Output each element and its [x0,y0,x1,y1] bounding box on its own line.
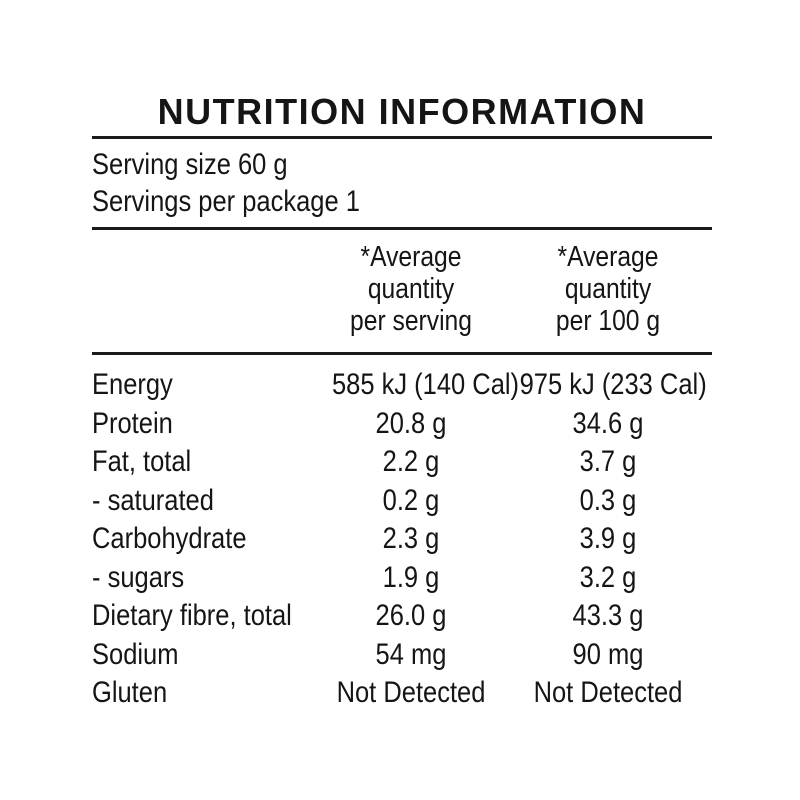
nutrition-panel: NUTRITION INFORMATION Serving size 60 g … [92,0,712,713]
value-per-100g: Not Detected [533,676,683,709]
divider-under-title [92,136,712,139]
value-per-serving: 20.8 g [375,406,447,440]
nutrient-table: Energy 585 kJ (140 Cal) 975 kJ (233 Cal)… [92,366,712,713]
value-per-100g: 43.3 g [572,599,644,632]
table-header-row: *Average quantity per serving *Average q… [92,241,712,337]
header-spacer [92,241,318,337]
value-per-100g: 3.7 g [579,445,637,478]
nutrient-name: Fat, total [92,445,192,478]
value-per-100g: 3.9 g [579,522,637,555]
nutrient-name: - sugars [92,560,185,594]
column-header-per-100g: *Average quantity per 100 g [520,241,697,337]
value-per-serving: 54 mg [375,637,447,671]
panel-title: NUTRITION INFORMATION [157,91,647,132]
servings-per-package-line: Servings per package 1 [92,185,360,218]
nutrient-name: Dietary fibre, total [92,599,292,632]
nutrient-name: Carbohydrate [92,522,247,555]
table-row-energy: Energy 585 kJ (140 Cal) 975 kJ (233 Cal) [92,366,712,405]
value-per-100g: 90 mg [572,637,644,671]
value-per-serving: 1.9 g [382,560,440,594]
table-row-gluten: Gluten Not Detected Not Detected [92,674,712,713]
divider-under-serving-info [92,227,712,230]
column-header-per-serving: *Average quantity per serving [332,241,490,337]
value-per-serving: 2.3 g [382,522,440,555]
column-header-line: per serving [350,305,472,337]
value-per-serving: Not Detected [336,676,486,709]
value-per-serving: 2.2 g [382,445,440,478]
value-per-100g: 3.2 g [579,560,637,594]
table-row-sugars: - sugars 1.9 g 3.2 g [92,559,712,598]
column-header-line: per 100 g [555,305,661,337]
value-per-100g: 975 kJ (233 Cal) [519,368,707,401]
nutrient-name: Sodium [92,637,179,671]
value-per-serving: 26.0 g [375,599,447,632]
table-row-carbohydrate: Carbohydrate 2.3 g 3.9 g [92,520,712,559]
table-row-protein: Protein 20.8 g 34.6 g [92,405,712,444]
column-header-line: *Average [557,241,659,273]
value-per-serving: 0.2 g [382,483,440,517]
column-header-line: quantity [367,273,455,305]
column-header-line: quantity [564,273,652,305]
table-row-saturated: - saturated 0.2 g 0.3 g [92,482,712,521]
value-per-100g: 0.3 g [579,483,637,517]
table-row-sodium: Sodium 54 mg 90 mg [92,636,712,675]
serving-info: Serving size 60 g Servings per package 1 [92,146,712,220]
table-row-fat-total: Fat, total 2.2 g 3.7 g [92,443,712,482]
nutrient-name: Gluten [92,676,168,709]
nutrient-name: - saturated [92,483,214,517]
nutrient-name: Protein [92,406,173,440]
value-per-serving: 585 kJ (140 Cal) [331,368,520,401]
serving-size-line: Serving size 60 g [92,148,288,181]
nutrient-name: Energy [92,368,173,401]
table-row-dietary-fibre: Dietary fibre, total 26.0 g 43.3 g [92,597,712,636]
divider-under-header [92,352,712,355]
value-per-100g: 34.6 g [572,406,644,440]
column-header-line: *Average [360,241,462,273]
